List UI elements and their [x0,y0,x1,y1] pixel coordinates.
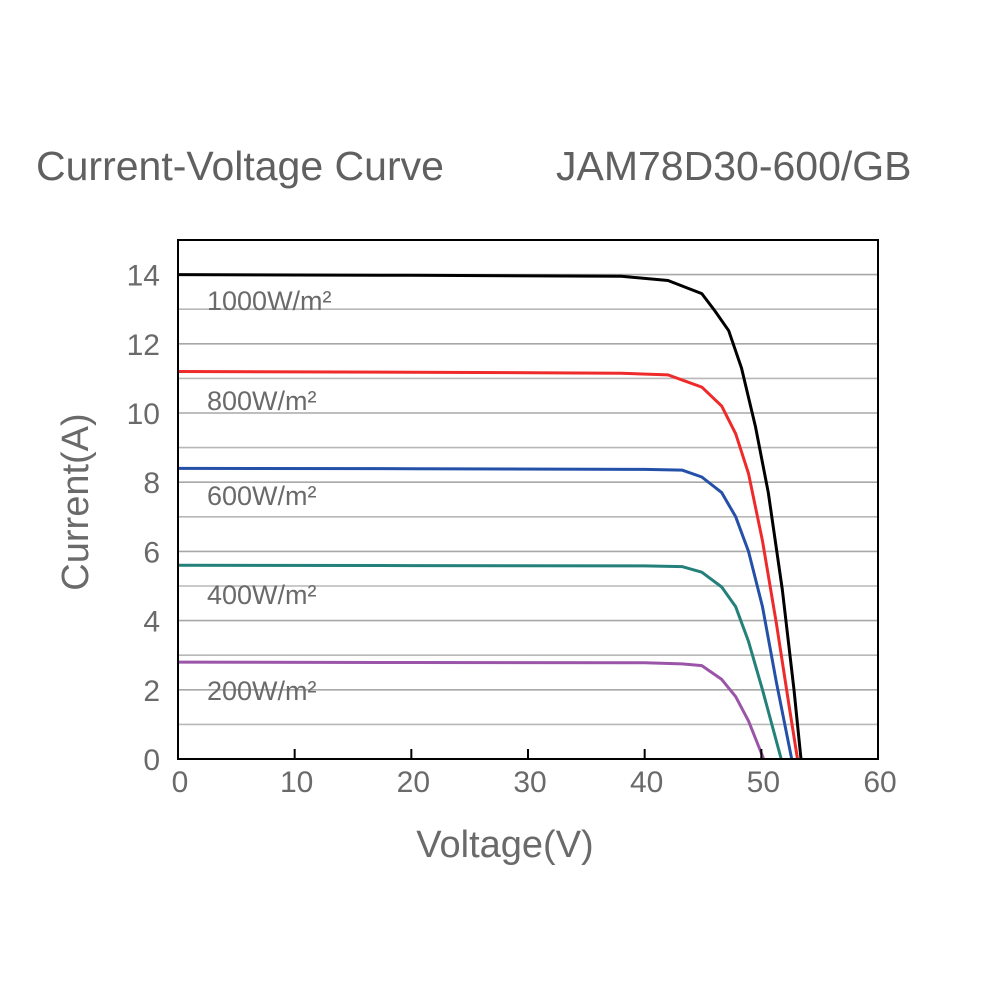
chart-subtitle: JAM78D30-600/GB [556,143,912,189]
y-tick-label: 8 [143,467,160,500]
series-line [177,563,783,760]
series-group [177,273,803,760]
y-tick-label: 2 [143,675,160,708]
series-line [177,466,794,760]
x-axis-label: Voltage(V) [416,824,593,866]
curve-label: 1000W/m² [207,286,332,316]
curve-label: 400W/m² [207,580,317,610]
x-tick-label: 40 [630,766,663,799]
x-tick-label: 50 [747,766,780,799]
x-tick-label: 30 [513,766,546,799]
curve-labels: 1000W/m² 800W/m² 600W/m² 400W/m² 200W/m² [207,286,332,706]
x-axis-ticks: 0 10 20 30 40 50 60 [172,749,897,799]
y-tick-label: 14 [127,260,160,293]
x-tick-label: 20 [397,766,430,799]
y-axis-label: Current(A) [55,413,97,590]
x-tick-label: 10 [280,766,313,799]
x-tick-label: 60 [863,766,896,799]
y-tick-label: 6 [143,536,160,569]
curve-label: 600W/m² [207,481,317,511]
y-tick-label: 10 [127,398,160,431]
x-tick-label: 0 [172,766,189,799]
series-line [177,370,799,760]
curve-label: 200W/m² [207,676,317,706]
curve-label: 800W/m² [207,386,317,416]
y-tick-label: 0 [143,744,160,777]
series-line [177,660,766,760]
series-line [177,273,803,760]
y-tick-label: 12 [127,329,160,362]
chart-title: Current-Voltage Curve [36,143,444,189]
y-axis-ticks: 0 2 4 6 8 10 12 14 [127,260,160,777]
y-tick-label: 4 [143,606,160,639]
